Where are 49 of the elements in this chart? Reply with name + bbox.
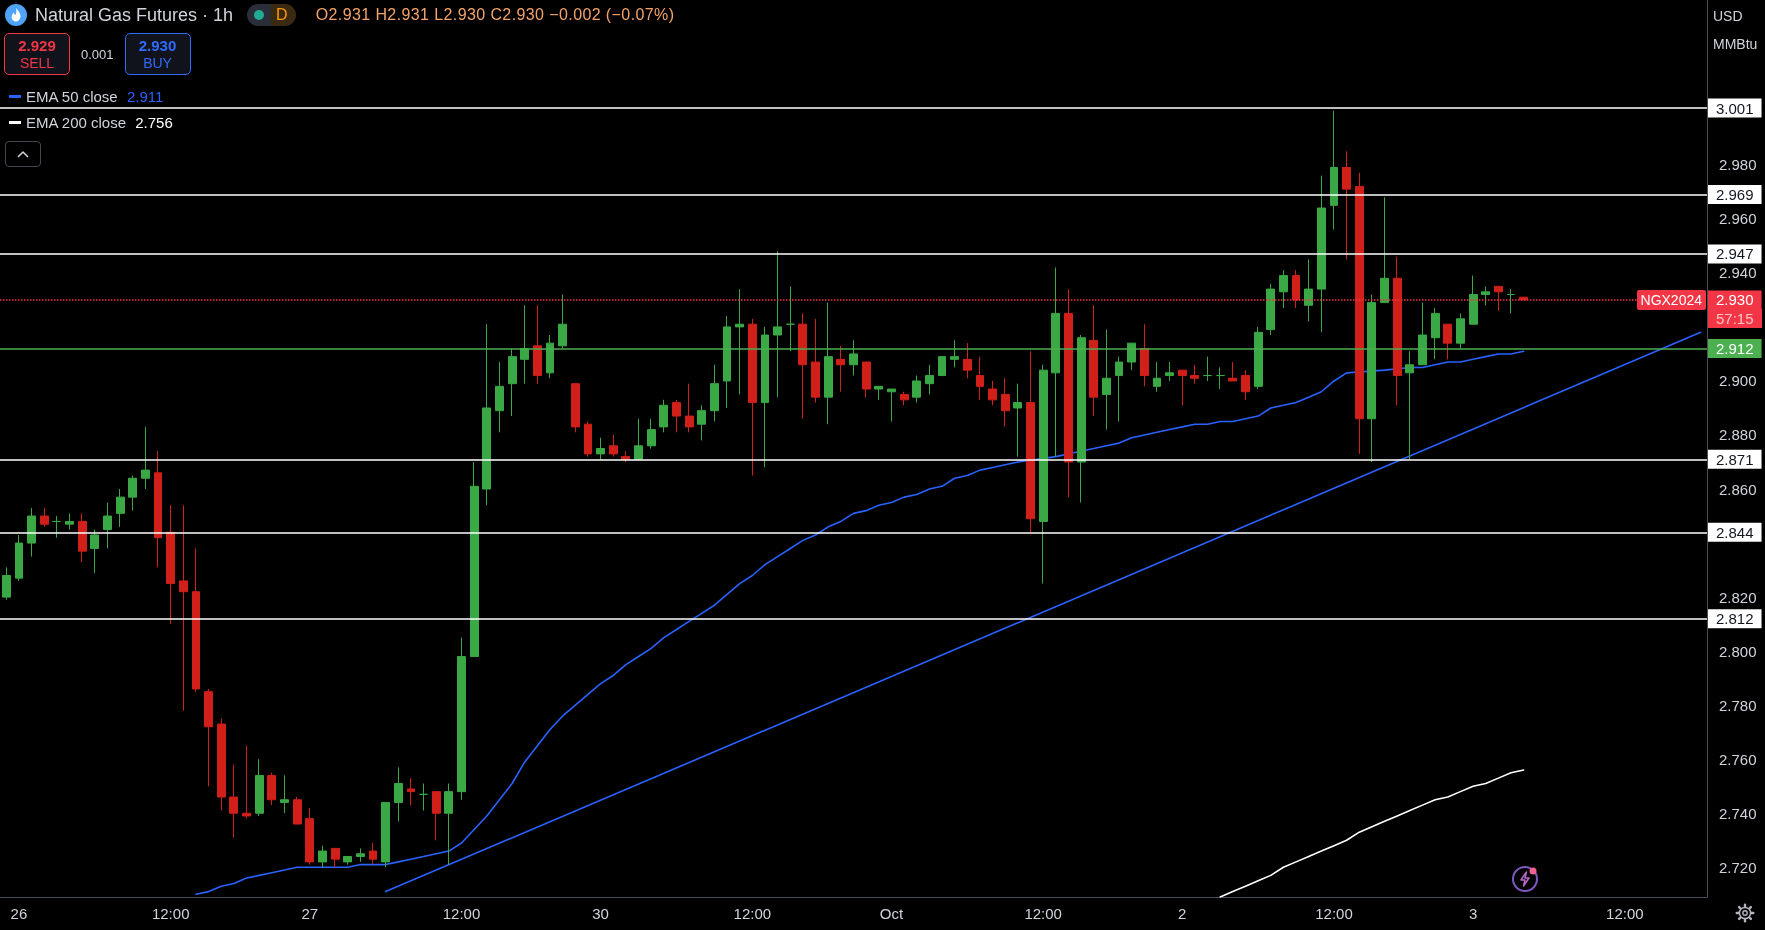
ref-line-label: 2.947 (1716, 245, 1754, 263)
annotation: 2.756 (135, 114, 173, 131)
y-tick-label: 2.960 (1719, 210, 1757, 228)
legend-label: EMA 200 close (26, 114, 127, 131)
ref-line-label: 2.812 (1716, 610, 1754, 628)
x-tick-label: 12:00 (151, 905, 190, 922)
chart-subtitle: O2.931 H2.931 L2.930 C2.930 −0.002 (−0.07%) (315, 5, 675, 25)
annotation: BUY (143, 54, 172, 72)
x-tick-label: 12:00 (733, 905, 772, 922)
ref-line-label: 2.969 (1716, 186, 1754, 204)
annotation: NGX2024 (1636, 289, 1706, 310)
annotation: 2.911 (126, 88, 164, 105)
x-tick-label: 12:00 (1606, 905, 1644, 922)
buy-button: 2.930 BUY (124, 33, 191, 75)
ref-line-label: 2.912 (1716, 340, 1754, 358)
y-tick-label: 2.940 (1719, 264, 1757, 282)
ref-line-label: 2.844 (1716, 523, 1754, 541)
y-tick-label: 2.760 (1719, 750, 1757, 768)
y-tick-label: 2.880 (1719, 426, 1757, 444)
chart-title: Natural Gas Futures · 1h (35, 4, 234, 27)
annotation: SELL (19, 54, 55, 72)
sell-button: 2.929 SELL (4, 33, 70, 75)
y-tick-label: 2.740 (1719, 804, 1757, 822)
y-axis-title: USD MMBtu (1713, 7, 1759, 54)
x-tick-label: 27 (301, 905, 319, 922)
annotation: 2.929 (18, 36, 56, 55)
ref-line-label: 2.871 (1716, 450, 1754, 468)
x-tick-label: 12:00 (1315, 905, 1353, 922)
x-tick-label: 3 (1468, 905, 1478, 922)
y-tick-label: 2.800 (1719, 642, 1757, 660)
x-tick-label: 26 (10, 905, 28, 922)
y-tick-label: 2.720 (1719, 858, 1757, 876)
annotation: D (271, 4, 296, 26)
x-tick-label: 12:00 (442, 905, 481, 922)
ref-line-label: 2.930 (1716, 291, 1754, 309)
x-tick-label: Oct (879, 905, 904, 922)
annotation: 2.930 (138, 36, 177, 55)
x-tick-label: 30 (592, 905, 609, 922)
y-tick-label: 2.860 (1719, 480, 1757, 498)
ref-line-label: 3.001 (1716, 99, 1754, 117)
text: 57:15 (1708, 309, 1762, 329)
x-tick-label: 12:00 (1024, 905, 1062, 922)
y-tick-label: 2.780 (1719, 696, 1757, 714)
legend-label: EMA 50 close (26, 88, 118, 105)
y-tick-label: 2.900 (1719, 372, 1757, 390)
y-tick-label: 2.820 (1719, 588, 1757, 606)
annotation: 0.001 (81, 46, 114, 62)
y-tick-label: 2.980 (1719, 156, 1757, 174)
x-tick-label: 2 (1178, 905, 1187, 922)
